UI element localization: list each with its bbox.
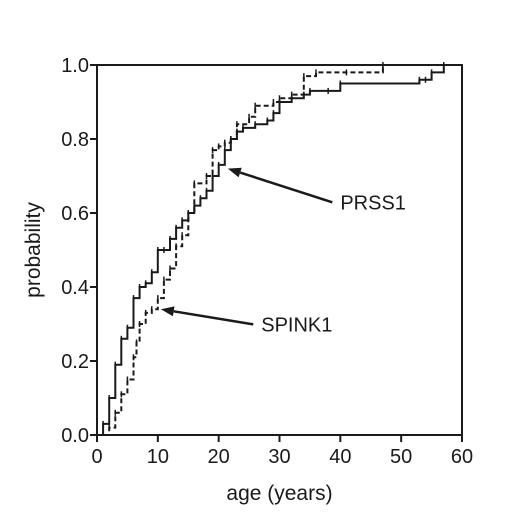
x-axis-title: age (years) xyxy=(226,482,332,505)
x-tick-label: 60 xyxy=(451,446,473,468)
plot-frame xyxy=(96,64,463,436)
annotation-arrow-shaft xyxy=(173,310,254,326)
annotation-label-spink1: SPINK1 xyxy=(261,314,332,336)
x-tick-label: 10 xyxy=(147,446,169,468)
x-tick-label: 20 xyxy=(208,446,230,468)
y-tick-label: 1.0 xyxy=(61,55,89,77)
y-tick-label: 0.2 xyxy=(61,351,89,373)
annotation-arrow-head xyxy=(227,167,242,178)
x-tick-label: 0 xyxy=(91,446,102,468)
y-tick-label: 0.4 xyxy=(61,277,89,299)
series-layer xyxy=(97,62,445,436)
series-spink1-line xyxy=(97,65,384,436)
x-axis: 0 10 20 30 40 50 60 xyxy=(91,435,473,468)
annotation-arrow-shaft xyxy=(239,171,333,204)
y-tick-label: 0.0 xyxy=(61,425,89,447)
series-prss1-line xyxy=(97,65,445,436)
x-tick-label: 40 xyxy=(329,446,351,468)
annotation-arrow-head xyxy=(160,306,175,317)
x-tick-label: 30 xyxy=(268,446,290,468)
y-axis: 0.0 0.2 0.4 0.6 0.8 1.0 xyxy=(61,55,97,447)
annotation-label-prss1: PRSS1 xyxy=(340,192,406,214)
axes-layer xyxy=(96,64,463,436)
annotations-layer: PRSS1 SPINK1 xyxy=(160,167,406,336)
y-tick-label: 0.8 xyxy=(61,129,89,151)
y-tick-label: 0.6 xyxy=(61,203,89,225)
x-tick-label: 50 xyxy=(390,446,412,468)
y-axis-title: probability xyxy=(22,202,45,298)
